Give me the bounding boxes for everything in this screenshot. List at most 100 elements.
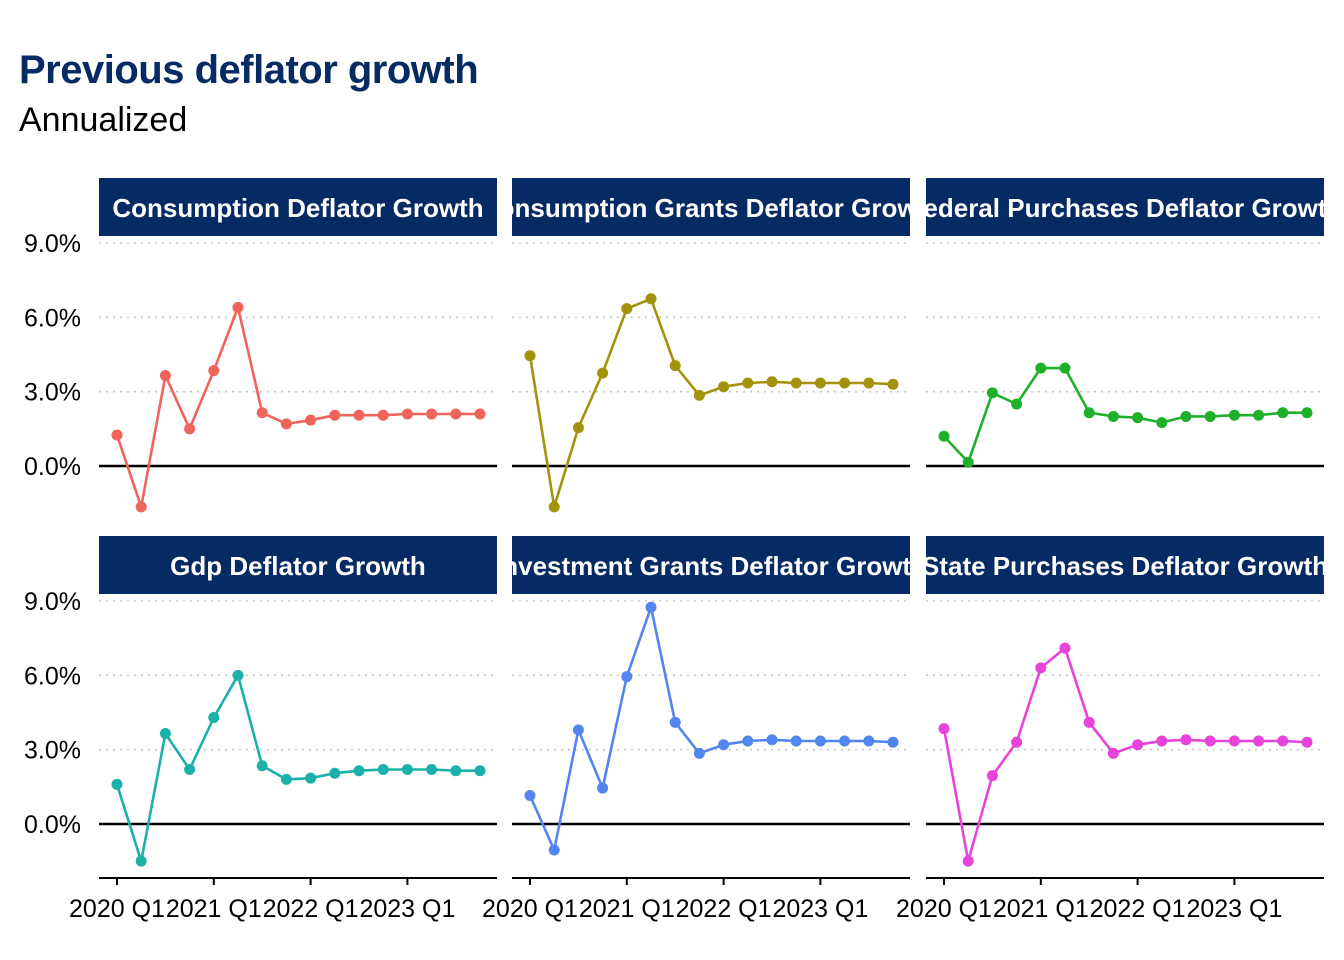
data-point (693, 747, 705, 759)
data-point (280, 773, 292, 785)
panel-consumption-deflator-growth: Consumption Deflator Growth 0.0% 3.0% 6.0% 9… (24, 178, 497, 513)
data-point (986, 770, 998, 782)
data-point (669, 716, 681, 728)
data-point (839, 377, 851, 389)
data-point (256, 760, 268, 772)
data-point (426, 763, 438, 775)
data-point (1011, 736, 1023, 748)
data-point (572, 422, 584, 434)
data-point (474, 408, 486, 420)
series-line-state-purchases-deflator-growth (942, 646, 1308, 863)
x-tick-label: 2022 Q1 (676, 895, 772, 923)
data-point (790, 377, 802, 389)
data-point (766, 734, 778, 746)
data-point (256, 407, 268, 419)
data-point (1277, 407, 1289, 419)
data-point (1132, 412, 1144, 424)
facet-strip-label: Consumption Grants Deflator Growth (480, 193, 942, 223)
data-point (887, 736, 899, 748)
data-point (1083, 407, 1095, 419)
data-point (621, 303, 633, 315)
data-point (814, 735, 826, 747)
data-point (1253, 409, 1265, 421)
data-point (377, 763, 389, 775)
data-point (1083, 716, 1095, 728)
data-point (1277, 735, 1289, 747)
panel-consumption-grants-deflator-growth: Consumption Grants Deflator Growth (480, 178, 942, 513)
data-point (208, 365, 220, 377)
facet-strip-label: Consumption Deflator Growth (112, 193, 483, 223)
x-tick-label: 2020 Q1 (69, 895, 165, 923)
y-tick-label: 0.0% (24, 453, 81, 481)
data-point (353, 409, 365, 421)
y-tick-label: 9.0% (24, 230, 81, 258)
x-tick-label: 2023 Q1 (1186, 895, 1282, 923)
data-point (450, 408, 462, 420)
facet-strip-label: Federal Purchases Deflator Growth (908, 193, 1343, 223)
data-point (887, 378, 899, 390)
x-tick-label: 2022 Q1 (263, 895, 359, 923)
series-line-consumption-grants-deflator-growth (528, 297, 894, 509)
data-point (718, 739, 730, 751)
data-point (742, 377, 754, 389)
data-point (548, 844, 560, 856)
facet-strip-label: Gdp Deflator Growth (170, 551, 426, 581)
data-point (693, 389, 705, 401)
data-point (839, 735, 851, 747)
facet-strip-label: Investment Grants Deflator Growth (495, 551, 927, 581)
y-tick-label: 3.0% (24, 379, 81, 407)
data-point (669, 360, 681, 372)
x-tick-label: 2023 Q1 (772, 895, 868, 923)
data-point (572, 724, 584, 736)
data-point (474, 765, 486, 777)
data-point (450, 765, 462, 777)
data-point (1035, 662, 1047, 674)
data-point (986, 387, 998, 399)
data-point (718, 381, 730, 393)
data-point (401, 408, 413, 420)
x-tick-label: 2023 Q1 (359, 895, 455, 923)
y-tick-label: 6.0% (24, 304, 81, 332)
data-point (597, 782, 609, 794)
data-point (377, 409, 389, 421)
data-point (232, 669, 244, 681)
chart-subtitle: Annualized (19, 101, 188, 139)
data-point (305, 772, 317, 784)
data-point (524, 790, 536, 802)
data-point (1228, 735, 1240, 747)
series-line-gdp-deflator-growth (115, 673, 480, 863)
y-tick-label: 9.0% (24, 588, 81, 616)
data-point (329, 409, 341, 421)
data-point (135, 855, 147, 867)
data-point (1301, 407, 1313, 419)
data-point (597, 367, 609, 379)
data-point (863, 377, 875, 389)
data-point (184, 423, 196, 435)
data-point (1107, 747, 1119, 759)
data-point (766, 376, 778, 388)
data-point (329, 767, 341, 779)
data-point (621, 671, 633, 683)
data-point (159, 370, 171, 382)
facet-strip (99, 536, 497, 594)
data-point (1059, 362, 1071, 374)
data-point (524, 350, 536, 362)
data-point (1301, 736, 1313, 748)
data-point (208, 711, 220, 723)
data-point (159, 728, 171, 740)
y-tick-label: 3.0% (24, 737, 81, 765)
facet-strip (512, 536, 910, 594)
data-point (426, 408, 438, 420)
x-tick-label: 2021 Q1 (579, 895, 675, 923)
series-line-federal-purchases-deflator-growth (943, 366, 1307, 464)
data-point (645, 293, 657, 305)
x-tick-label: 2022 Q1 (1090, 895, 1186, 923)
data-point (111, 429, 123, 441)
panel-gdp-deflator-growth: Gdp Deflator Growth 0.0% 3.0% 6.0% 9.0% 2020 … (24, 536, 497, 923)
data-point (790, 735, 802, 747)
data-point (1204, 410, 1216, 422)
data-point (280, 418, 292, 430)
data-point (1035, 362, 1047, 374)
